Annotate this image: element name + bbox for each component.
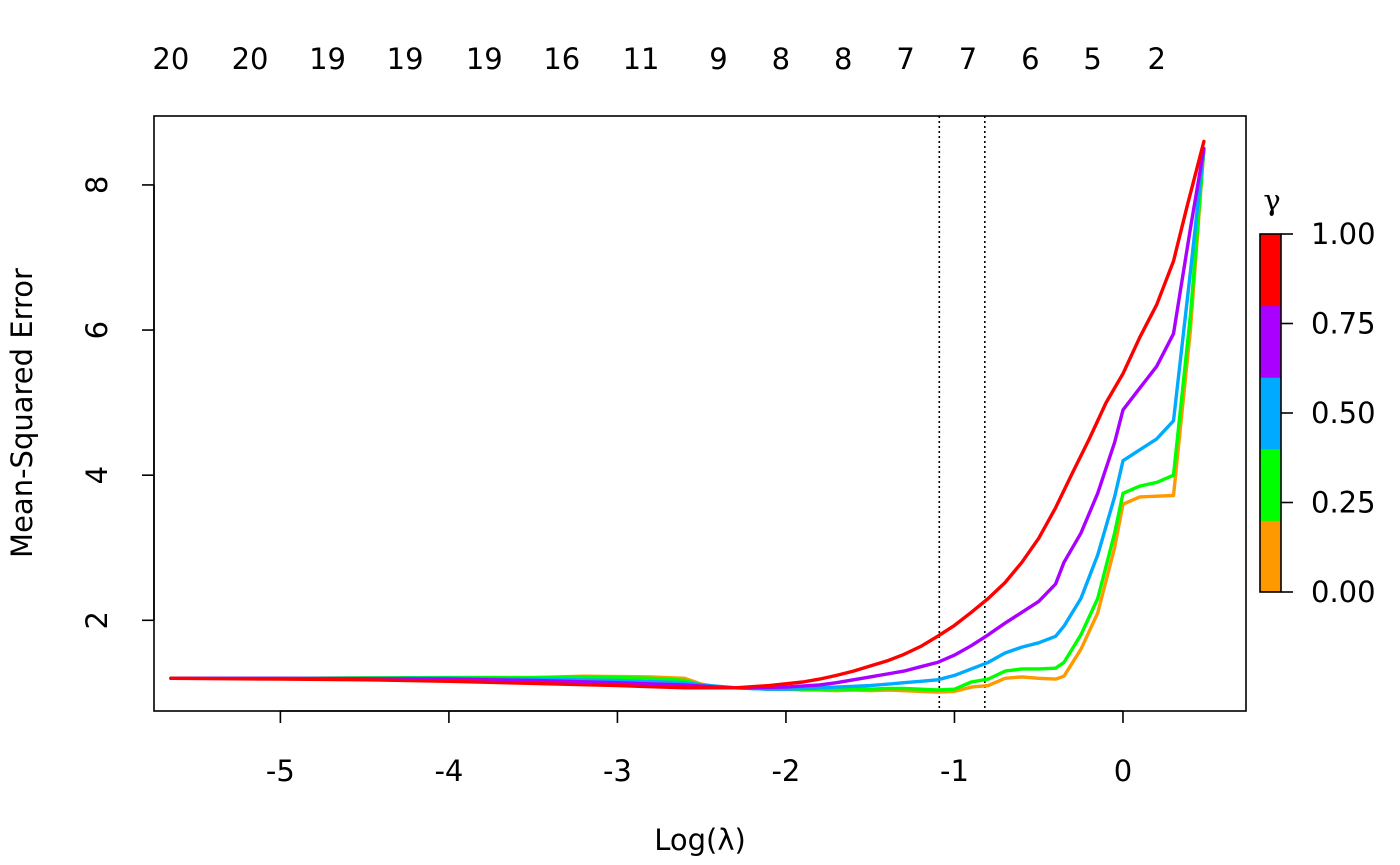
legend-swatches [1259,233,1282,593]
top-axis-label: 20 [152,42,189,76]
x-tick-label: -5 [266,754,295,788]
top-axis-label: 19 [387,42,424,76]
legend-swatch [1260,520,1281,593]
legend-tick-label: 0.50 [1311,396,1376,430]
legend-tick-label: 0.25 [1311,486,1376,520]
gamma-color-legend: γ 0.00 0.25 0.50 0.75 1.00 [1259,183,1376,609]
legend-tick-label: 0.75 [1311,307,1376,341]
y-tick-label: 2 [80,611,114,629]
y-tick-label: 6 [80,321,114,339]
top-axis-label: 9 [709,42,727,76]
top-axis-nonzero-counts: 20 20 19 19 19 16 11 9 8 8 7 7 6 5 2 [152,42,1166,76]
x-tick-label: 0 [1114,754,1132,788]
top-axis-label: 8 [772,42,790,76]
top-axis-label: 6 [1021,42,1039,76]
legend-tick-label: 1.00 [1311,217,1376,251]
x-axis-title: Log(λ) [654,823,746,857]
x-tick-label: -4 [434,754,463,788]
legend-swatch [1260,234,1281,307]
y-axis: 2 4 6 8 [80,176,155,630]
x-axis: -5 -4 -3 -2 -1 0 [266,710,1132,788]
top-axis-label: 5 [1083,42,1101,76]
legend-swatch [1260,448,1281,521]
series-lines [169,139,1206,694]
series-line-1 [169,146,1206,692]
top-axis-label: 2 [1147,42,1165,76]
x-tick-label: -3 [603,754,632,788]
top-axis-label: 7 [896,42,914,76]
top-axis-label: 7 [959,42,977,76]
legend-tick-label: 0.00 [1311,575,1376,609]
plot-frame [153,115,1247,712]
top-axis-label: 11 [623,42,660,76]
legend-title: γ [1263,183,1280,217]
top-axis-label: 16 [543,42,580,76]
top-axis-label: 20 [232,42,269,76]
series-line-3 [169,146,1206,690]
y-axis-title: Mean-Squared Error [5,268,39,558]
top-axis-label: 19 [466,42,503,76]
legend-swatch [1260,377,1281,450]
top-axis-label: 8 [834,42,852,76]
series-line-4 [169,139,1206,690]
x-tick-label: -2 [771,754,800,788]
legend-ticks: 0.00 0.25 0.50 0.75 1.00 [1281,217,1376,609]
y-tick-label: 8 [80,176,114,194]
legend-swatch [1260,305,1281,378]
reference-vlines [938,116,986,711]
x-tick-label: -1 [940,754,969,788]
top-axis-label: 19 [309,42,346,76]
y-tick-label: 4 [80,466,114,484]
series-line-2 [169,146,1206,691]
series-line-0 [169,146,1206,694]
